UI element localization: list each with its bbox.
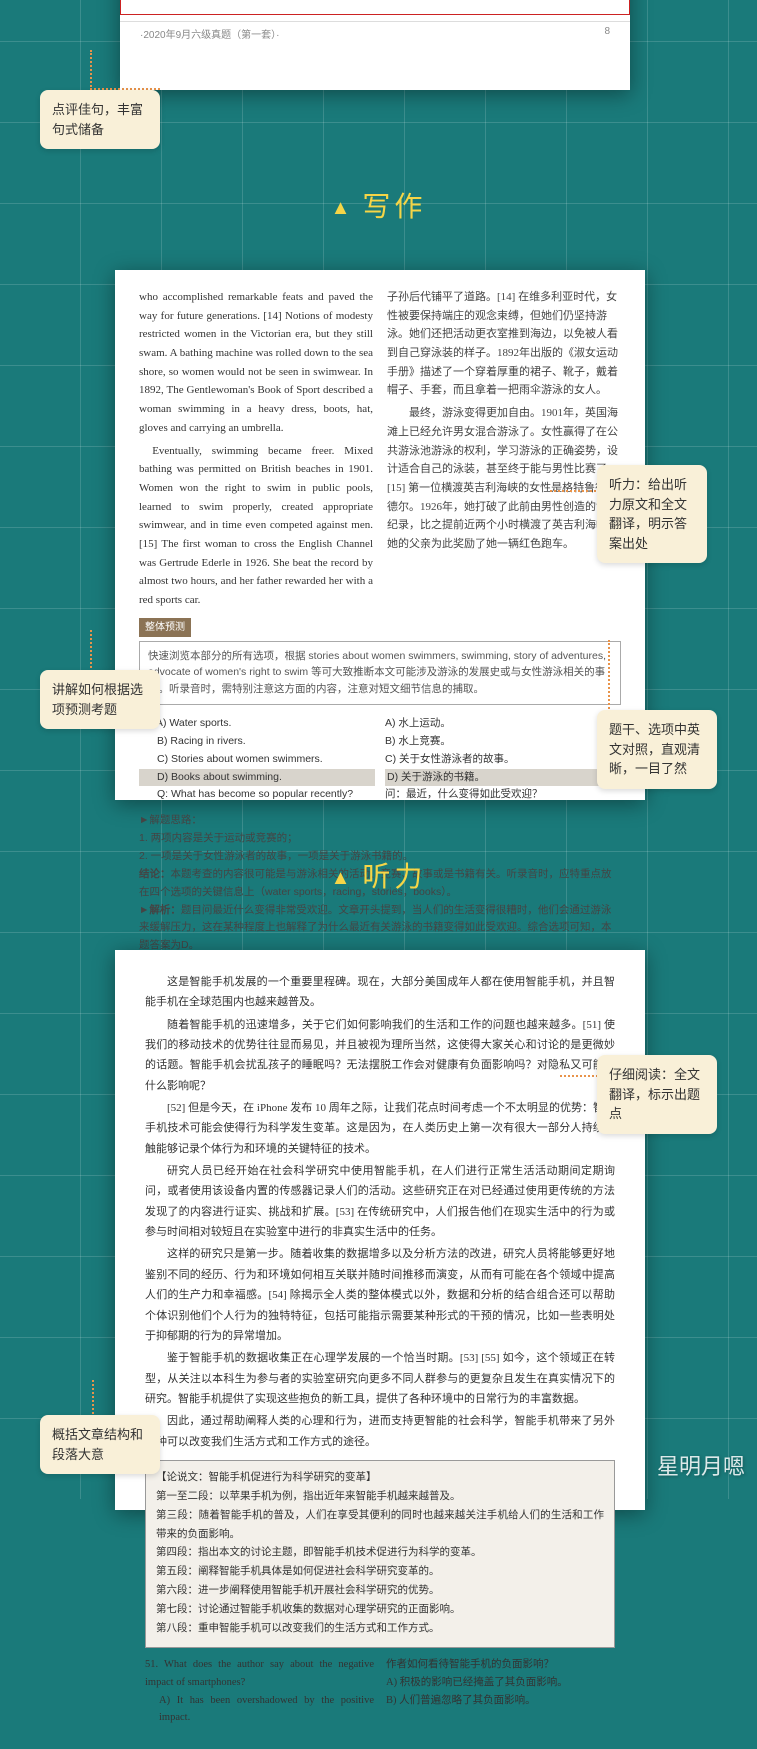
q51-chinese: 作者如何看待智能手机的负面影响？ A) 积极的影响已经掩盖了其负面影响。 B) …: [386, 1656, 615, 1727]
connector-line: [550, 490, 600, 492]
reading-para: 这样的研究只是第一步。随着收集的数据增多以及分析方法的改进，研究人员将能够更好地…: [145, 1244, 615, 1346]
reading-para: 因此，通过帮助阐释人类的心理和行为，进而支持更智能的社会科学，智能手机带来了另外…: [145, 1411, 615, 1452]
q12-english: 12. A) Water sports. B) Racing in rivers…: [139, 715, 375, 804]
connector-line: [560, 640, 610, 720]
question-51: 51. What does the author say about the n…: [145, 1656, 615, 1727]
footer-pagenum: 8: [604, 26, 610, 41]
footer-source: ·2020年9月六级真题（第一套）·: [140, 26, 279, 41]
q12-answer-highlight: D) Books about swimming.: [139, 769, 375, 787]
reading-para: 这是智能手机发展的一个重要里程碑。现在，大部分美国成年人都在使用智能手机，并且智…: [145, 972, 615, 1013]
preview-box: 快速浏览本部分的所有选项，根据 stories about women swim…: [139, 641, 621, 705]
reading-para: 研究人员已经开始在社会科学研究中使用智能手机，在人们进行正常生活活动期间定期询问…: [145, 1161, 615, 1242]
box-line: 第五段：阐释智能手机具体是如何促进社会科学研究变革的。: [156, 1563, 604, 1582]
listening-passage-chinese: 子孙后代铺平了道路。[14] 在维多利亚时代，女性被要保持端庄的观念束缚，但她们…: [387, 288, 621, 610]
callout-reading-translation: 仔细阅读：全文翻译，标示出题点: [597, 1055, 717, 1134]
page-reading: 这是智能手机发展的一个重要里程碑。现在，大部分美国成年人都在使用智能手机，并且智…: [115, 950, 645, 1510]
box-line: 第七段：讨论通过智能手机收集的数据对心理学研究的正面影响。: [156, 1601, 604, 1620]
callout-structure-summary: 概括文章结构和段落大意: [40, 1415, 160, 1474]
triangle-icon: ▲: [331, 197, 355, 220]
box-title: 【论说文：智能手机促进行为科学研究的变革】: [156, 1469, 604, 1488]
q12-chinese: A) 水上运动。 B) 水上竞赛。 C) 关于女性游泳者的故事。 D) 关于游泳…: [385, 715, 621, 804]
reading-para: 鉴于智能手机的数据收集正在心理学发展的一个恰当时期。[53] [55] 如今，这…: [145, 1348, 615, 1409]
box-line: 第三段：随着智能手机的普及，人们在享受其便利的同时也越来越关注手机给人们的生活和…: [156, 1507, 604, 1545]
box-line: 第八段：重申智能手机可以改变我们的生活方式和工作方式。: [156, 1620, 604, 1639]
section-title-listening: ▲听力: [0, 855, 757, 895]
page-footer: ·2020年9月六级真题（第一套）· 8: [120, 21, 630, 45]
watermark: 星明月嗯: [657, 1449, 745, 1481]
callout-sentence-review: 点评佳句，丰富句式储备: [40, 90, 160, 149]
page-fragment-top: 客，并将金钱视为唯一的财富。接着表明观点：人们应该更加多视精神财富。介词短语ag…: [120, 0, 630, 90]
reading-para: [52] 但是今天，在 iPhone 发布 10 周年之际，让我们花点时间考虑一…: [145, 1098, 615, 1159]
triangle-icon: ▲: [331, 867, 355, 890]
section-title-writing: ▲写作: [0, 185, 757, 225]
callout-predict-question: 讲解如何根据选项预测考题: [40, 670, 160, 729]
reading-para: 随着智能手机的迅速增多，关于它们如何影响我们的生活和工作的问题也越来越多。[51…: [145, 1015, 615, 1096]
callout-listening-translation: 听力：给出听力原文和全文翻译，明示答案出处: [597, 465, 707, 563]
q51-english: 51. What does the author say about the n…: [145, 1656, 374, 1727]
question-12: 12. A) Water sports. B) Racing in rivers…: [139, 715, 621, 804]
callout-bilingual-options: 题干、选项中英文对照，直观清晰，一目了然: [597, 710, 717, 789]
writing-comment-text: 客，并将金钱视为唯一的财富。接着表明观点：人们应该更加多视精神财富。介词短语ag…: [120, 0, 630, 15]
structure-summary-box: 【论说文：智能手机促进行为科学研究的变革】 第一至二段：以苹果手机为例，指出近年…: [145, 1460, 615, 1648]
connector-line: [90, 50, 160, 90]
box-line: 第六段：进一步阐释使用智能手机开展社会科学研究的优势。: [156, 1582, 604, 1601]
page-listening: who accomplished remarkable feats and pa…: [115, 270, 645, 800]
box-line: 第一至二段：以苹果手机为例，指出近年来智能手机越来越普及。: [156, 1488, 604, 1507]
listening-passage-english: who accomplished remarkable feats and pa…: [139, 288, 373, 610]
box-line: 第四段：指出本文的讨论主题，即智能手机技术促进行为科学的变革。: [156, 1544, 604, 1563]
